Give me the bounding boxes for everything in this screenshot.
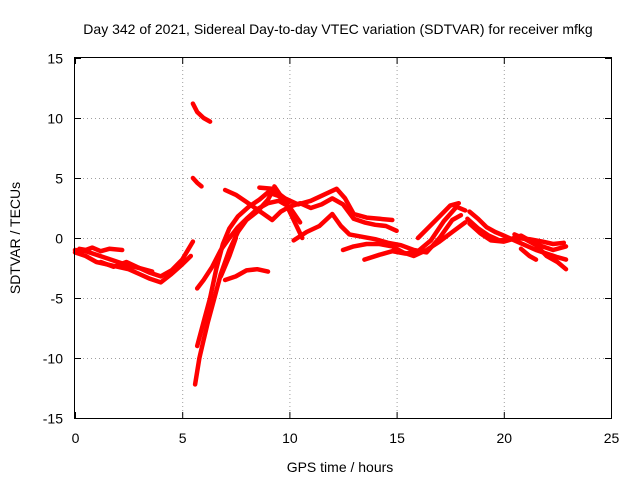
x-tick-label: 5	[179, 430, 187, 446]
series-track-5	[190, 101, 213, 124]
x-tick-label: 10	[282, 430, 298, 446]
y-tick-label: 0	[55, 231, 63, 247]
series-track-14	[272, 184, 305, 241]
y-tick-label: 15	[47, 51, 63, 67]
series-track-1	[72, 250, 194, 285]
x-tick-label: 25	[604, 430, 620, 446]
series-layer	[72, 101, 569, 387]
y-tick-label: -15	[43, 411, 63, 427]
series-track-4	[98, 259, 155, 274]
series-track-21	[467, 221, 567, 247]
x-tick-label: 20	[497, 430, 513, 446]
series-track-11	[218, 235, 239, 279]
series-track-8	[194, 190, 292, 349]
series-track-17	[362, 204, 468, 262]
x-tick-label: 15	[389, 430, 405, 446]
y-axis-label: SDTVAR / TECUs	[7, 182, 23, 294]
chart-title: Day 342 of 2021, Sidereal Day-to-day VTE…	[83, 21, 592, 37]
series-track-12	[222, 187, 399, 234]
y-tick-label: -5	[51, 291, 64, 307]
y-tick-label: 5	[55, 171, 63, 187]
x-axis-label: GPS time / hours	[287, 459, 394, 475]
x-tick-label: 0	[72, 430, 80, 446]
series-track-9	[194, 198, 303, 291]
series-track-22	[512, 232, 569, 272]
y-tick-label: -10	[43, 351, 63, 367]
series-track-18	[415, 200, 462, 241]
plot-frame	[74, 57, 612, 419]
x-tick-labels: 0 5 10 15 20 25	[72, 430, 620, 446]
series-track-23	[518, 246, 539, 262]
y-tick-label: 10	[47, 111, 63, 127]
series-track-6	[190, 175, 204, 189]
series-track-3	[77, 245, 125, 254]
y-tick-labels: -15 -10 -5 0 5 10 15	[43, 51, 63, 427]
axis-ticks	[75, 58, 612, 419]
series-track-10	[222, 266, 271, 283]
grid	[75, 58, 611, 418]
